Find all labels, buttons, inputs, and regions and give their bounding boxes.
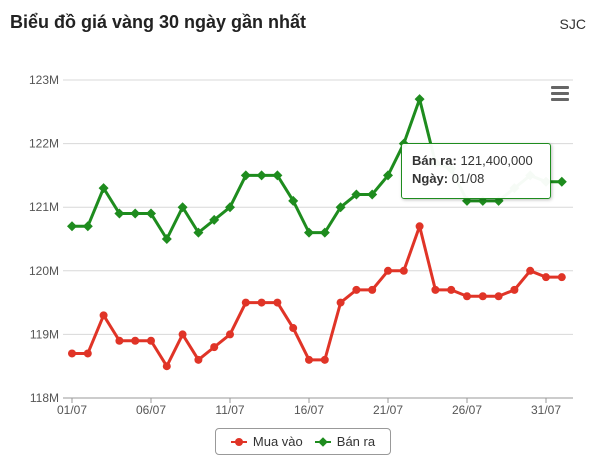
data-point-sell bbox=[335, 202, 346, 213]
hamburger-menu-icon[interactable] bbox=[551, 86, 569, 102]
x-tick-label: 16/07 bbox=[294, 403, 324, 417]
tooltip-date: 01/08 bbox=[451, 171, 485, 186]
data-point-buy bbox=[320, 355, 329, 364]
data-point-buy bbox=[83, 349, 92, 358]
data-point-sell bbox=[556, 176, 567, 187]
data-point-sell bbox=[114, 208, 125, 219]
data-point-buy bbox=[289, 324, 298, 333]
data-point-sell bbox=[367, 189, 378, 200]
chart-tooltip: Bán ra: 121,400,000 Ngày: 01/08 bbox=[401, 143, 551, 199]
data-point-buy bbox=[447, 285, 456, 294]
data-point-sell bbox=[414, 94, 425, 105]
data-point-buy bbox=[336, 298, 345, 307]
data-point-sell bbox=[304, 227, 314, 238]
data-point-buy bbox=[194, 355, 203, 364]
y-tick-label: 121M bbox=[29, 200, 59, 214]
y-tick-label: 118M bbox=[30, 391, 59, 405]
x-tick-label: 06/07 bbox=[136, 403, 166, 417]
data-point-sell bbox=[177, 202, 188, 213]
data-point-sell bbox=[209, 214, 220, 225]
legend-sell-label: Bán ra bbox=[336, 434, 376, 449]
data-point-sell bbox=[225, 202, 235, 213]
data-point-buy bbox=[510, 285, 519, 294]
legend-buy-marker bbox=[230, 437, 247, 447]
data-point-buy bbox=[147, 336, 155, 345]
data-point-buy bbox=[478, 292, 487, 301]
data-point-sell bbox=[146, 208, 156, 219]
data-point-buy bbox=[257, 298, 266, 307]
x-tick-label: 21/07 bbox=[373, 403, 403, 417]
data-point-buy bbox=[99, 311, 108, 320]
data-point-buy bbox=[210, 343, 219, 352]
y-tick-label: 123M bbox=[29, 73, 59, 87]
legend-sell-marker bbox=[314, 436, 331, 447]
legend-item-sell[interactable]: Bán ra bbox=[314, 434, 376, 449]
chart-legend: Mua vào Bán ra bbox=[215, 428, 391, 455]
y-tick-label: 122M bbox=[29, 137, 59, 151]
data-point-buy bbox=[68, 349, 76, 358]
legend-item-buy[interactable]: Mua vào bbox=[230, 434, 303, 449]
data-point-buy bbox=[399, 266, 408, 275]
data-point-buy bbox=[368, 285, 377, 294]
data-point-buy bbox=[526, 266, 535, 275]
data-point-buy bbox=[352, 285, 361, 294]
data-point-buy bbox=[226, 330, 234, 339]
tooltip-value: 121,400,000 bbox=[460, 153, 533, 168]
x-tick-label: 01/07 bbox=[57, 403, 87, 417]
data-point-sell bbox=[288, 195, 299, 206]
data-point-buy bbox=[542, 273, 550, 282]
tooltip-date-label: Ngày bbox=[412, 171, 444, 186]
tooltip-series-label: Bán ra bbox=[412, 153, 453, 168]
data-point-buy bbox=[131, 336, 140, 345]
data-point-buy bbox=[384, 266, 392, 275]
data-point-buy bbox=[273, 298, 282, 307]
data-point-sell bbox=[161, 234, 172, 244]
data-point-sell bbox=[272, 170, 283, 181]
data-point-buy bbox=[494, 292, 503, 301]
data-point-buy bbox=[415, 222, 424, 231]
series-line-buy bbox=[72, 224, 562, 368]
data-point-sell bbox=[193, 227, 204, 238]
data-point-buy bbox=[178, 330, 187, 339]
data-point-buy bbox=[463, 292, 471, 301]
data-point-buy bbox=[115, 336, 124, 345]
data-point-sell bbox=[240, 170, 251, 181]
data-point-buy bbox=[305, 355, 313, 364]
source-label: SJC bbox=[559, 16, 586, 32]
x-tick-label: 11/07 bbox=[215, 403, 244, 417]
data-point-sell bbox=[351, 189, 362, 200]
x-tick-label: 31/07 bbox=[531, 403, 561, 417]
y-tick-label: 119M bbox=[30, 327, 59, 341]
data-point-sell bbox=[383, 170, 393, 181]
legend-buy-label: Mua vào bbox=[252, 434, 303, 449]
chart-title: Biểu đồ giá vàng 30 ngày gần nhất bbox=[10, 12, 307, 32]
data-point-buy bbox=[241, 298, 250, 307]
data-point-buy bbox=[557, 273, 566, 282]
y-tick-label: 120M bbox=[29, 264, 59, 278]
data-point-sell bbox=[82, 221, 93, 232]
data-point-buy bbox=[162, 362, 171, 371]
x-tick-label: 26/07 bbox=[452, 403, 482, 417]
data-point-sell bbox=[256, 170, 267, 181]
data-point-sell bbox=[319, 227, 330, 238]
data-point-sell bbox=[67, 221, 77, 232]
data-point-buy bbox=[431, 285, 440, 294]
data-point-sell bbox=[130, 208, 141, 219]
data-point-sell bbox=[98, 183, 109, 194]
